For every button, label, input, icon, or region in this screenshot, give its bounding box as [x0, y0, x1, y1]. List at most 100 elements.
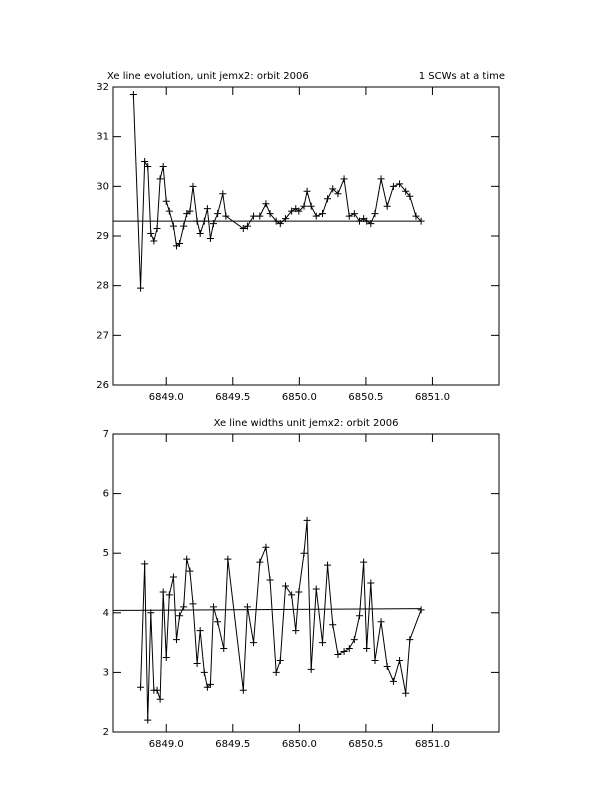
data-point	[371, 210, 379, 218]
data-point	[329, 621, 337, 629]
y-tick-label: 3	[103, 667, 109, 678]
data-point	[189, 182, 197, 190]
data-point	[169, 573, 177, 581]
data-point	[389, 182, 397, 190]
y-tick-label: 30	[96, 181, 109, 192]
data-point	[396, 180, 404, 188]
data-point	[350, 210, 358, 218]
data-point	[334, 651, 342, 659]
data-point	[243, 603, 251, 611]
data-point	[329, 185, 337, 193]
data-point	[196, 627, 204, 635]
data-point	[272, 668, 280, 676]
data-point	[412, 212, 420, 220]
data-point	[141, 158, 149, 165]
data-point	[220, 645, 228, 653]
data-point	[243, 222, 251, 230]
data-point	[165, 207, 173, 215]
data-point	[193, 659, 201, 667]
data-point	[319, 639, 327, 647]
data-point	[334, 190, 342, 198]
data-point	[176, 239, 184, 247]
data-point	[209, 220, 217, 228]
x-tick-label: 6851.0	[415, 739, 450, 750]
data-point	[356, 612, 364, 620]
data-point	[300, 549, 308, 557]
data-point	[144, 716, 152, 724]
y-tick-label: 4	[103, 608, 109, 619]
x-tick-label: 6849.5	[215, 739, 250, 750]
data-point	[324, 561, 332, 569]
data-point	[266, 576, 274, 584]
data-point	[193, 217, 201, 225]
data-point	[312, 585, 320, 593]
data-point	[367, 220, 375, 228]
data-point	[159, 588, 167, 596]
data-point	[144, 162, 152, 170]
y-tick-label: 5	[103, 548, 109, 559]
data-point	[406, 192, 414, 200]
y-tick-label: 27	[96, 330, 109, 341]
data-point	[172, 636, 180, 644]
x-tick-label: 6850.5	[348, 392, 383, 403]
data-point	[214, 618, 222, 626]
data-point	[276, 656, 284, 664]
data-point	[162, 654, 170, 661]
data-point	[345, 645, 353, 653]
data-point	[288, 207, 296, 215]
data-point	[417, 217, 425, 225]
data-point	[203, 205, 211, 213]
data-point	[295, 207, 303, 215]
data-point	[312, 212, 320, 220]
data-point	[129, 90, 137, 98]
reference-line	[112, 608, 422, 611]
chart-subtitle: 1 SCWs at a time	[419, 71, 505, 82]
data-point	[169, 222, 177, 230]
data-point	[402, 689, 410, 697]
data-point	[300, 202, 308, 210]
data-point	[153, 225, 161, 233]
data-point	[200, 217, 208, 225]
data-point	[288, 591, 296, 599]
y-tick-label: 26	[96, 380, 109, 391]
data-point	[209, 603, 217, 611]
chart-title: Xe line evolution, unit jemx2: orbit 200…	[107, 71, 309, 82]
x-tick-label: 6849.0	[149, 392, 184, 403]
data-point	[180, 222, 188, 230]
data-point	[176, 612, 184, 620]
y-tick-label: 6	[103, 489, 109, 500]
data-point	[371, 656, 379, 664]
data-point	[250, 639, 258, 647]
data-point	[137, 284, 145, 292]
y-tick-label: 2	[103, 727, 109, 738]
x-tick-label: 6849.5	[215, 392, 250, 403]
data-point	[383, 662, 391, 670]
data-point	[282, 215, 290, 223]
data-point	[417, 606, 425, 614]
data-point	[219, 190, 227, 198]
data-point	[206, 234, 214, 242]
data-point	[272, 217, 280, 225]
data-point	[350, 636, 358, 644]
data-point	[377, 618, 385, 626]
data-point	[292, 627, 300, 635]
y-tick-label: 28	[96, 281, 109, 292]
data-point	[303, 516, 311, 524]
data-point	[156, 175, 164, 183]
data-point	[363, 645, 371, 653]
data-point	[239, 225, 247, 233]
data-point	[340, 175, 348, 183]
data-point	[340, 648, 348, 656]
data-point	[165, 591, 173, 599]
data-point	[147, 230, 155, 238]
data-point	[203, 683, 211, 691]
data-point	[239, 686, 247, 694]
y-tick-label: 29	[96, 231, 109, 242]
data-point	[266, 210, 274, 218]
data-point	[367, 579, 375, 587]
data-point	[137, 683, 145, 691]
chart-title: Xe line widths unit jemx2: orbit 2006	[214, 418, 399, 429]
data-point	[206, 680, 214, 688]
